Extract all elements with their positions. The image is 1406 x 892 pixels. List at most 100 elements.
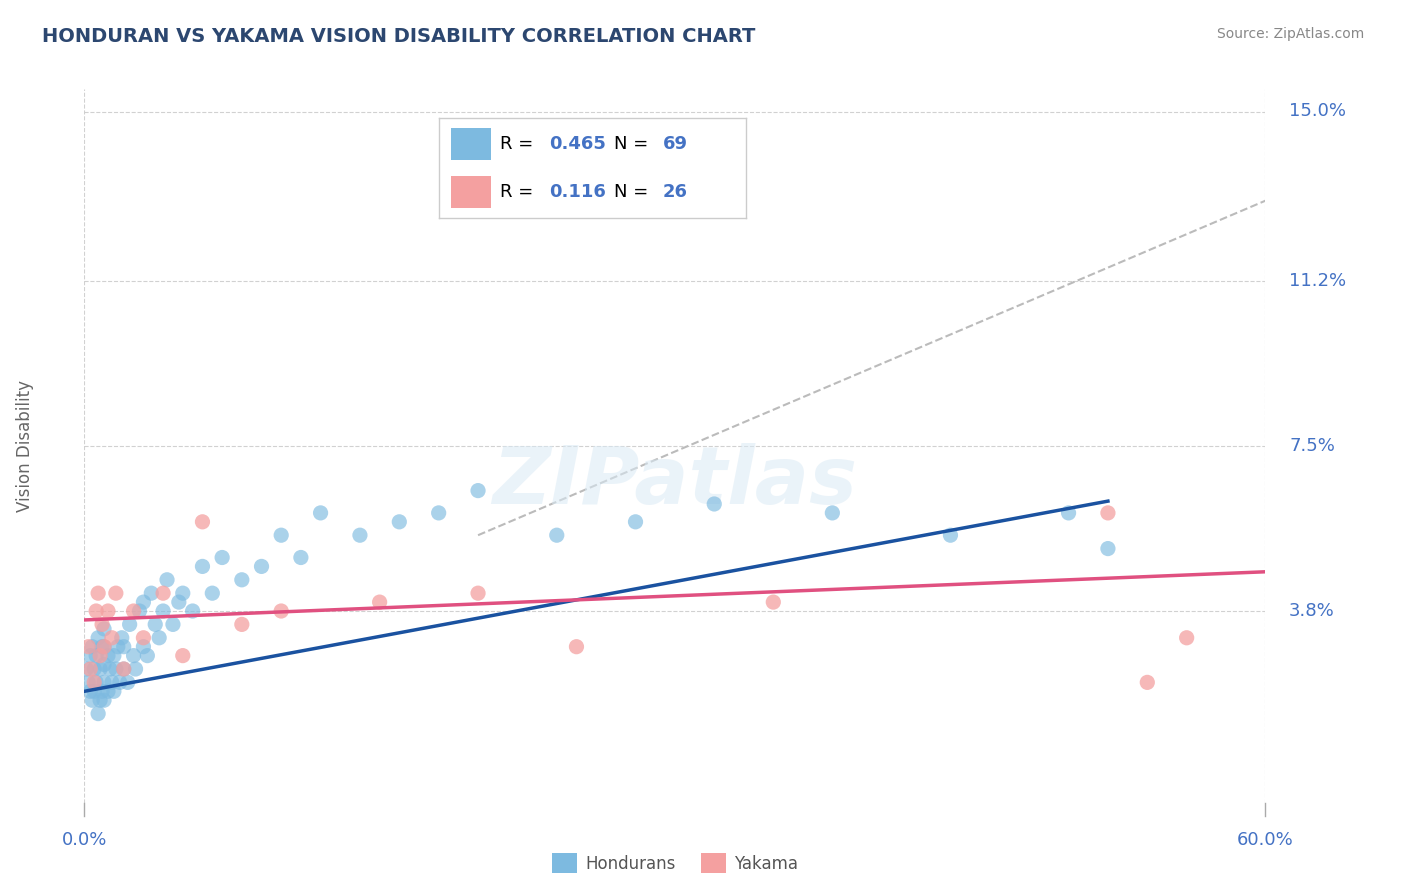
- Point: [87, 706, 110, 721]
- Point: [91, 617, 114, 632]
- Point: [124, 662, 146, 676]
- Point: [172, 648, 194, 663]
- Point: [93, 640, 115, 654]
- Point: [939, 528, 962, 542]
- Point: [83, 675, 105, 690]
- Point: [91, 684, 114, 698]
- Point: [83, 662, 105, 676]
- Point: [108, 675, 131, 690]
- Point: [167, 595, 190, 609]
- Point: [250, 559, 273, 574]
- Point: [84, 648, 107, 663]
- Point: [467, 586, 489, 600]
- Point: [82, 640, 104, 654]
- Text: HONDURAN VS YAKAMA VISION DISABILITY CORRELATION CHART: HONDURAN VS YAKAMA VISION DISABILITY COR…: [42, 27, 755, 45]
- Point: [388, 515, 411, 529]
- Point: [79, 684, 101, 698]
- Point: [270, 528, 292, 542]
- Point: [103, 684, 125, 698]
- Point: [117, 675, 139, 690]
- Point: [148, 631, 170, 645]
- Point: [132, 595, 155, 609]
- Point: [87, 586, 110, 600]
- Point: [309, 506, 332, 520]
- Point: [97, 684, 120, 698]
- Point: [1097, 541, 1119, 556]
- Point: [112, 662, 135, 676]
- Point: [565, 640, 588, 654]
- Text: 60.0%: 60.0%: [1237, 831, 1294, 849]
- Point: [83, 684, 105, 698]
- Point: [172, 586, 194, 600]
- Point: [97, 648, 120, 663]
- Point: [89, 662, 111, 676]
- Point: [231, 573, 253, 587]
- Text: 3.8%: 3.8%: [1289, 602, 1334, 620]
- Point: [111, 631, 134, 645]
- Point: [89, 693, 111, 707]
- Point: [87, 631, 110, 645]
- Text: ZIPatlas: ZIPatlas: [492, 442, 858, 521]
- Point: [821, 506, 844, 520]
- Point: [93, 640, 115, 654]
- Point: [162, 617, 184, 632]
- Point: [1057, 506, 1080, 520]
- Text: 11.2%: 11.2%: [1289, 272, 1346, 290]
- Point: [84, 675, 107, 690]
- Point: [101, 631, 124, 645]
- Point: [152, 586, 174, 600]
- Point: [191, 515, 214, 529]
- Point: [104, 586, 127, 600]
- Point: [98, 662, 121, 676]
- Point: [1097, 506, 1119, 520]
- Point: [211, 550, 233, 565]
- Point: [290, 550, 312, 565]
- Point: [1136, 675, 1159, 690]
- Point: [122, 648, 145, 663]
- Point: [93, 693, 115, 707]
- Point: [156, 573, 179, 587]
- Text: 7.5%: 7.5%: [1289, 437, 1334, 455]
- Text: 15.0%: 15.0%: [1289, 103, 1346, 120]
- Point: [128, 604, 150, 618]
- Point: [118, 617, 141, 632]
- Point: [84, 604, 107, 618]
- Point: [467, 483, 489, 498]
- Point: [112, 640, 135, 654]
- Point: [546, 528, 568, 542]
- Point: [77, 640, 100, 654]
- Point: [75, 662, 97, 676]
- Point: [152, 604, 174, 618]
- Point: [82, 693, 104, 707]
- Text: Source: ZipAtlas.com: Source: ZipAtlas.com: [1216, 27, 1364, 41]
- Point: [181, 604, 204, 618]
- Point: [1175, 631, 1198, 645]
- Point: [349, 528, 371, 542]
- Point: [93, 675, 115, 690]
- Point: [201, 586, 224, 600]
- Point: [368, 595, 391, 609]
- Point: [143, 617, 166, 632]
- Text: 0.0%: 0.0%: [62, 831, 107, 849]
- Point: [122, 604, 145, 618]
- Point: [107, 640, 129, 654]
- Point: [91, 640, 114, 654]
- Point: [77, 675, 100, 690]
- Point: [112, 662, 135, 676]
- Point: [89, 648, 111, 663]
- Point: [270, 604, 292, 618]
- Point: [132, 631, 155, 645]
- Point: [624, 515, 647, 529]
- Point: [93, 657, 115, 672]
- Point: [104, 662, 127, 676]
- Point: [136, 648, 159, 663]
- Point: [132, 640, 155, 654]
- Point: [141, 586, 163, 600]
- Point: [79, 648, 101, 663]
- Point: [103, 648, 125, 663]
- Point: [79, 662, 101, 676]
- Point: [101, 675, 124, 690]
- Point: [97, 604, 120, 618]
- Legend: Hondurans, Yakama: Hondurans, Yakama: [546, 847, 804, 880]
- Point: [191, 559, 214, 574]
